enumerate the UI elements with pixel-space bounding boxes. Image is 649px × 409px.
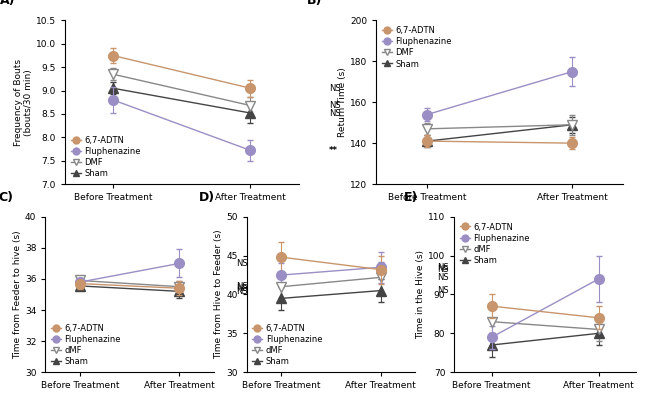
Text: NS: NS — [329, 101, 341, 110]
Text: NS: NS — [329, 108, 341, 117]
Legend: 6,7-ADTN, Fluphenazine, dMF, Sham: 6,7-ADTN, Fluphenazine, dMF, Sham — [49, 322, 123, 368]
Y-axis label: Time in the Hive (s): Time in the Hive (s) — [416, 250, 425, 339]
Text: NS: NS — [437, 286, 449, 295]
Text: **: ** — [329, 146, 338, 155]
Y-axis label: Return Time (s): Return Time (s) — [338, 67, 347, 137]
Text: NS: NS — [236, 284, 248, 293]
Text: NS: NS — [236, 259, 248, 268]
Legend: 6,7-ADTN, Fluphenazine, dMF, Sham: 6,7-ADTN, Fluphenazine, dMF, Sham — [458, 221, 532, 267]
Text: E): E) — [404, 191, 418, 204]
Text: NS: NS — [329, 84, 341, 93]
Text: C): C) — [0, 191, 13, 204]
Legend: 6,7-ADTN, Fluphenazine, dMF, Sham: 6,7-ADTN, Fluphenazine, dMF, Sham — [251, 322, 324, 368]
Y-axis label: Time from Hive to Feeder (s): Time from Hive to Feeder (s) — [214, 230, 223, 359]
Text: B): B) — [308, 0, 323, 7]
Text: NS: NS — [236, 287, 248, 296]
Legend: 6,7-ADTN, Fluphenazine, DMF, Sham: 6,7-ADTN, Fluphenazine, DMF, Sham — [69, 134, 142, 180]
Text: NS: NS — [437, 265, 449, 274]
Text: NS: NS — [236, 282, 248, 291]
Text: D): D) — [199, 191, 215, 204]
Text: NS: NS — [437, 263, 449, 272]
Y-axis label: Frequency of Bouts
(bouts/30 min): Frequency of Bouts (bouts/30 min) — [14, 59, 33, 146]
Y-axis label: Time from Feeder to hive (s): Time from Feeder to hive (s) — [13, 230, 22, 359]
Text: A): A) — [0, 0, 15, 7]
Text: NS: NS — [437, 273, 449, 282]
Legend: 6,7-ADTN, Fluphenazine, DMF, Sham: 6,7-ADTN, Fluphenazine, DMF, Sham — [380, 25, 454, 70]
